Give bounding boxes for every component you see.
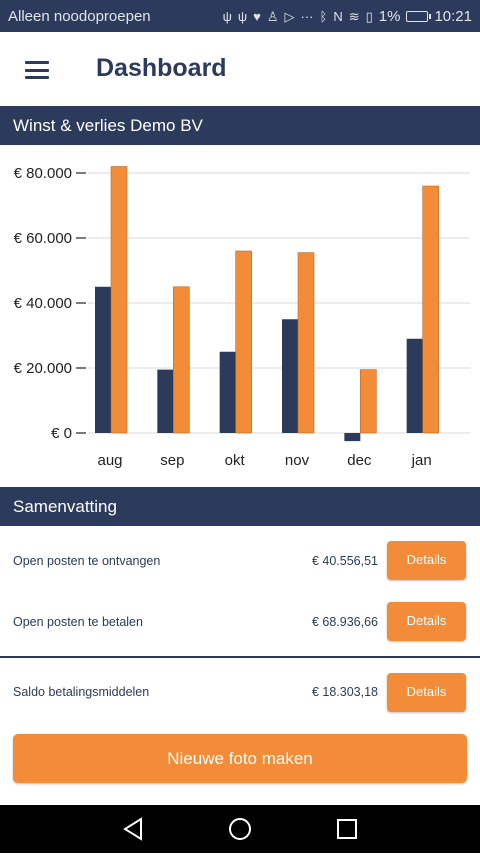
summary-section-header: Samenvatting <box>0 487 480 526</box>
more-icon: ··· <box>300 8 314 24</box>
sim-icon: ▯ <box>365 8 373 24</box>
status-bar: Alleen noodoproepen ψ ψ ♥ ♙ ▷ ··· ᛒ N ≋ … <box>0 0 480 32</box>
bar <box>219 351 236 433</box>
navigation-bar <box>0 805 480 853</box>
chart-section-header: Winst & verlies Demo BV <box>0 106 480 145</box>
profit-loss-chart: € 0 € 20.000 € 40.000 € 60.000 € 80.000 aug se… <box>0 145 480 487</box>
nfc-icon: N <box>333 8 343 24</box>
x-tick-label: okt <box>225 452 246 469</box>
usb-icon: ψ <box>237 8 248 24</box>
heart-rate-icon: ♥ <box>253 8 261 24</box>
bar <box>235 250 252 434</box>
page-title: Dashboard <box>96 54 227 82</box>
summary-row-cash: Saldo betalingsmiddelen € 18.303,18 Deta… <box>0 662 480 722</box>
new-photo-button[interactable]: Nieuwe foto maken <box>13 734 467 783</box>
x-tick-label: dec <box>347 452 372 469</box>
summary-row-payables: Open posten te betalen € 68.936,66 Detai… <box>0 592 480 652</box>
bar <box>297 252 315 434</box>
carrier-text: Alleen noodoproepen <box>8 7 151 25</box>
x-tick-label: sep <box>160 452 184 469</box>
bar <box>282 319 298 433</box>
app-bar: Dashboard <box>0 32 480 106</box>
y-tick-label: € 40.000 <box>14 295 72 312</box>
bar <box>360 369 377 434</box>
y-tick-label: € 0 <box>51 425 72 442</box>
chart-svg: € 0 € 20.000 € 40.000 € 60.000 € 80.000 aug se… <box>14 165 470 469</box>
x-tick-label: aug <box>97 452 122 469</box>
y-tick-label: € 20.000 <box>14 360 72 377</box>
summary-row-label: Open posten te betalen <box>13 615 143 629</box>
clock: 10:21 <box>434 7 472 25</box>
home-icon[interactable] <box>210 805 270 853</box>
bar <box>95 286 111 433</box>
x-tick-label: jan <box>411 452 432 469</box>
bar <box>422 185 439 434</box>
summary-row-receivables: Open posten te ontvangen € 40.556,51 Det… <box>0 531 480 591</box>
battery-percent: 1% <box>378 7 401 25</box>
details-button[interactable]: Details <box>387 541 466 580</box>
details-button[interactable]: Details <box>387 673 466 712</box>
status-icons: ψ ψ ♥ ♙ ▷ ··· ᛒ N ≋ ▯ 1% 10:21 <box>223 8 472 25</box>
summary-row-amount: € 68.936,66 <box>311 615 378 629</box>
wifi-icon: ≋ <box>348 8 360 24</box>
bar <box>110 166 128 434</box>
divider <box>0 656 480 658</box>
bar <box>157 369 174 433</box>
x-tick-label: nov <box>285 452 310 469</box>
summary-row-label: Open posten te ontvangen <box>13 554 161 568</box>
back-icon[interactable] <box>103 805 163 853</box>
details-button[interactable]: Details <box>387 602 466 641</box>
person-icon: ♙ <box>266 8 279 24</box>
summary-row-label: Saldo betalingsmiddelen <box>13 685 150 699</box>
bar <box>344 433 361 442</box>
summary-row-amount: € 18.303,18 <box>311 685 378 699</box>
hamburger-menu-icon[interactable] <box>25 61 49 79</box>
usb-icon: ψ <box>222 8 232 24</box>
summary-row-amount: € 40.556,51 <box>311 554 378 568</box>
y-tick-label: € 80.000 <box>14 165 72 182</box>
bar <box>406 338 423 433</box>
y-tick-label: € 60.000 <box>14 230 72 247</box>
recents-icon[interactable] <box>317 805 377 853</box>
bar <box>173 286 190 434</box>
battery-charging-icon <box>406 10 432 22</box>
bluetooth-icon: ᛒ <box>319 8 328 24</box>
play-store-icon: ▷ <box>284 8 295 24</box>
